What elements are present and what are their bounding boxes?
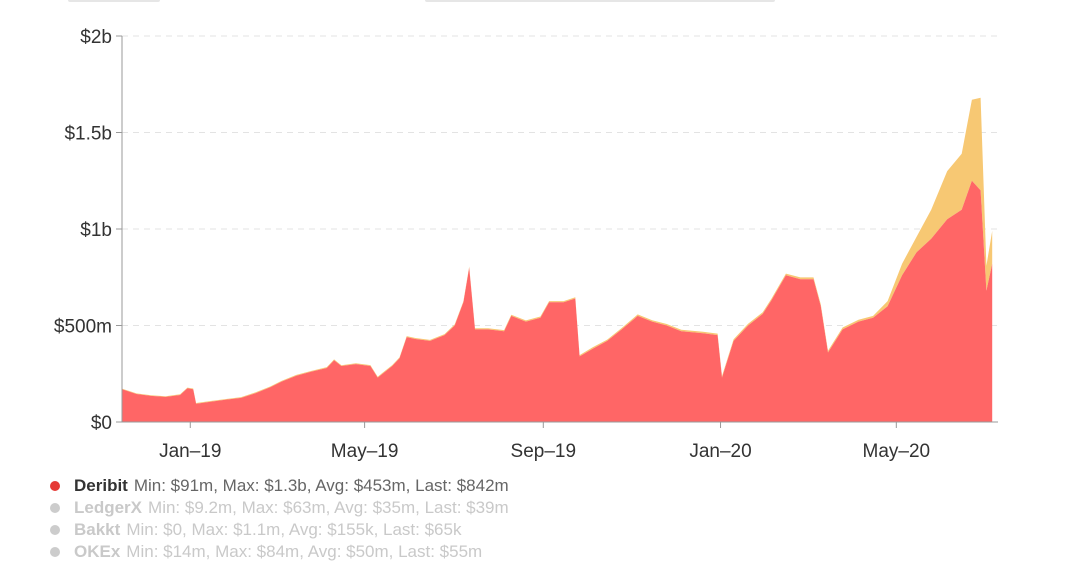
x-tick-label: Jan–20 [689, 441, 751, 462]
area-chart: $0$500m$1b$1.5b$2b Jan–19 May–19 Sep–19 Jan… [54, 27, 998, 462]
legend-series-name: LedgerX [74, 498, 143, 517]
legend: Deribit Min: $91m, Max: $1.3b, Avg: $453m… [50, 475, 509, 563]
cropped-title-fragment [425, 0, 775, 2]
x-axis-labels: Jan–19 May–19 Sep–19 Jan–20 May–20 [159, 441, 930, 462]
y-tick-label: $0 [91, 413, 112, 434]
legend-item-ledgerx[interactable]: LedgerX Min: $9.2m, Max: $63m, Avg: $35m,… [50, 497, 509, 519]
area-deribit [122, 180, 993, 422]
y-tick-label: $1.5b [64, 124, 112, 145]
legend-dot [50, 503, 60, 513]
x-tick-label: Sep–19 [511, 441, 577, 462]
legend-series-stats: Min: $9.2m, Max: $63m, Avg: $35m, Last: … [148, 498, 509, 517]
cropped-subtitle-fragment [68, 0, 160, 2]
x-tick-label: May–20 [863, 441, 931, 462]
y-tick-label: $500m [54, 317, 112, 338]
stacked-areas [122, 97, 993, 422]
legend-dot [50, 547, 60, 557]
x-tick-label: Jan–19 [159, 441, 221, 462]
legend-dot [50, 525, 60, 535]
x-tick-label: May–19 [331, 441, 399, 462]
legend-item-deribit[interactable]: Deribit Min: $91m, Max: $1.3b, Avg: $453m… [50, 475, 509, 497]
y-tick-label: $2b [80, 27, 112, 48]
legend-item-okex[interactable]: OKEx Min: $14m, Max: $84m, Avg: $50m, Las… [50, 541, 509, 563]
legend-item-bakkt[interactable]: Bakkt Min: $0, Max: $1.1m, Avg: $155k, La… [50, 519, 509, 541]
legend-series-stats: Min: $14m, Max: $84m, Avg: $50m, Last: $… [126, 542, 483, 561]
legend-series-stats: Min: $91m, Max: $1.3b, Avg: $453m, Last:… [133, 476, 509, 495]
legend-dot [50, 481, 60, 491]
legend-series-name: Deribit [74, 476, 128, 495]
legend-series-name: Bakkt [74, 520, 121, 539]
legend-series-name: OKEx [74, 542, 121, 561]
y-axis-labels: $0 $500m $1b $1.5b $2b [54, 27, 112, 434]
legend-series-stats: Min: $0, Max: $1.1m, Avg: $155k, Last: $… [126, 520, 462, 539]
axes [121, 36, 998, 428]
y-tick-label: $1b [80, 220, 112, 241]
cropped-header [0, 0, 1080, 8]
